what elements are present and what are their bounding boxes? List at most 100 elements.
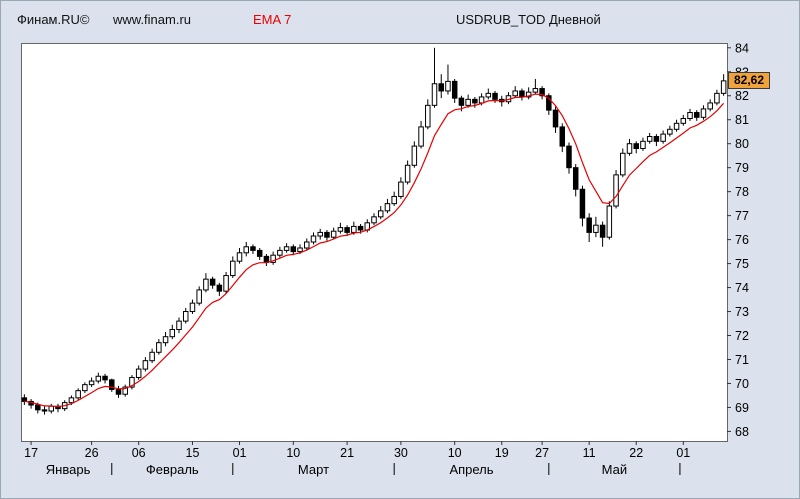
candle-bullish <box>169 329 176 338</box>
candle-bearish <box>109 379 115 390</box>
y-axis-label: 79 <box>735 161 749 175</box>
candle-bullish <box>680 118 687 124</box>
candle-bullish <box>425 104 431 128</box>
candle-bullish <box>122 386 128 395</box>
candle-bullish <box>391 195 397 205</box>
candle-bearish <box>209 278 216 286</box>
candle-bullish <box>283 246 290 251</box>
candle-bearish <box>344 227 350 233</box>
month-label: Январь <box>46 462 91 477</box>
candle-bullish <box>667 128 673 135</box>
y-axis-label: 77 <box>735 209 749 223</box>
y-axis-label: 68 <box>735 425 749 439</box>
month-label: Март <box>298 462 329 477</box>
y-axis-label: 73 <box>735 305 749 319</box>
candle-bullish <box>317 231 323 237</box>
candle-bullish <box>646 136 653 142</box>
candle-bullish <box>431 83 438 106</box>
instrument-title: USDRUB_TOD Дневной <box>456 12 601 27</box>
candle-bullish <box>371 216 377 224</box>
candle-bullish <box>48 405 55 412</box>
candle-bullish <box>485 92 492 98</box>
candle-bearish <box>115 388 122 395</box>
candle-bullish <box>297 247 303 253</box>
candle-bearish <box>693 112 700 118</box>
y-axis-label: 74 <box>735 281 749 295</box>
x-axis-label: 30 <box>394 446 408 460</box>
y-axis-label: 75 <box>735 257 749 271</box>
candle-bearish <box>438 83 444 92</box>
candle-bullish <box>626 143 633 154</box>
candle-bearish <box>357 225 364 231</box>
candle-bullish <box>149 351 155 362</box>
candle-bullish <box>512 90 518 97</box>
x-axis-label: 10 <box>448 446 462 460</box>
candle-bearish <box>559 126 566 147</box>
x-axis-label: 01 <box>676 446 690 460</box>
candle-bullish <box>142 360 149 370</box>
candle-bullish <box>182 311 189 322</box>
candle-bullish <box>88 380 95 386</box>
x-axis-label: 17 <box>24 446 38 460</box>
candle-bullish <box>640 140 646 149</box>
candle-bearish <box>599 224 606 238</box>
candle-bullish <box>196 289 202 304</box>
y-axis-label: 72 <box>735 329 749 343</box>
y-axis-label: 81 <box>735 113 749 127</box>
candle-bullish <box>75 390 81 399</box>
x-axis-label: 15 <box>186 446 200 460</box>
candle-bearish <box>324 231 330 238</box>
candle-bullish <box>230 260 236 277</box>
y-axis-label: 69 <box>735 401 749 415</box>
candle-bullish <box>277 249 283 256</box>
candle-bullish <box>377 210 384 218</box>
candle-bullish <box>445 80 451 92</box>
candle-bullish <box>660 133 666 142</box>
candle-bearish <box>41 409 48 412</box>
plot-area <box>21 43 728 442</box>
y-axis-label: 70 <box>735 377 749 391</box>
candle-bullish <box>82 384 88 392</box>
x-axis-label: 01 <box>233 446 247 460</box>
x-axis-label: 27 <box>535 446 549 460</box>
y-axis-label: 80 <box>735 137 749 151</box>
candle-bullish <box>478 96 485 104</box>
candle-bullish <box>223 275 229 292</box>
brand-logo-text: Финам.RU© <box>17 12 90 27</box>
candle-bullish <box>398 181 404 197</box>
site-url: www.finam.ru <box>113 12 192 27</box>
candle-bullish <box>129 376 135 388</box>
x-axis-label: 22 <box>629 446 643 460</box>
candle-bullish <box>351 225 357 233</box>
candle-bearish <box>579 188 586 219</box>
candle-bullish <box>687 112 693 120</box>
candle-bearish <box>290 246 297 253</box>
candle-bullish <box>189 302 196 313</box>
candle-bullish <box>310 235 317 243</box>
candle-bullish <box>203 278 209 291</box>
x-axis-label: 26 <box>85 446 99 460</box>
candle-bullish <box>135 368 142 378</box>
candle-bearish <box>451 80 458 99</box>
candle-bearish <box>566 145 572 169</box>
candle-bullish <box>418 126 424 147</box>
month-label: Май <box>602 462 627 477</box>
candle-bullish <box>156 342 162 353</box>
candle-bearish <box>572 167 579 190</box>
y-axis-label: 82 <box>735 89 749 103</box>
y-axis-label: 76 <box>735 233 749 247</box>
x-axis-label: 06 <box>132 446 146 460</box>
candle-bearish <box>263 255 270 263</box>
candle-bullish <box>162 336 169 344</box>
candle-bullish <box>700 108 707 118</box>
candle-bearish <box>472 98 478 104</box>
candle-bullish <box>465 98 471 106</box>
candle-bullish <box>384 203 391 212</box>
candle-bullish <box>236 252 243 262</box>
candle-bullish <box>525 91 532 98</box>
x-axis-label: 21 <box>340 446 354 460</box>
candle-bullish <box>673 122 680 130</box>
x-axis-label: 19 <box>495 446 509 460</box>
candle-bullish <box>270 254 276 263</box>
